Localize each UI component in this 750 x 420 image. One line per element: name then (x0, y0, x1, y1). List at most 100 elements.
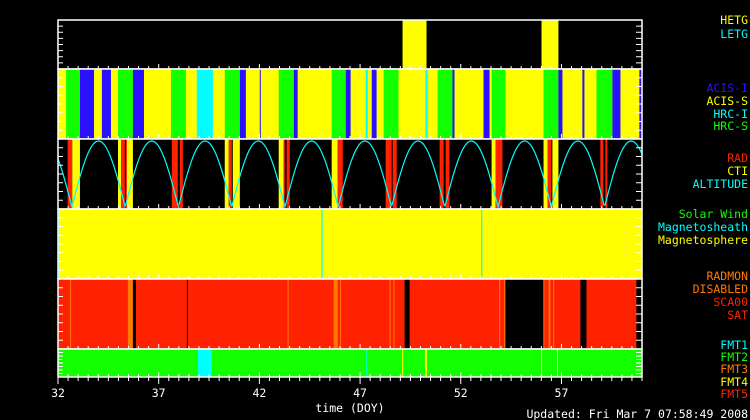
radmon-segment (333, 279, 338, 349)
legend-acis-i: ACIS-I (706, 81, 748, 95)
radmon-segment (340, 279, 342, 349)
x-tick-label: 42 (252, 386, 266, 400)
instrument-segment (612, 69, 621, 139)
instrument-segment (118, 69, 133, 139)
radiation-segment (118, 139, 122, 209)
radiation-segment (600, 139, 604, 209)
radiation-segment (179, 139, 183, 209)
instrument-segment (79, 69, 95, 139)
instrument-segment (331, 69, 346, 139)
band-radiation (57, 138, 643, 210)
instrument-segment (345, 69, 351, 139)
radiation-segment (552, 139, 559, 209)
legend-letg: LETG (720, 27, 748, 41)
radiation-segment (286, 139, 290, 209)
instrument-segment (365, 69, 368, 139)
radmon-segment (505, 279, 544, 349)
radmon-segment (580, 279, 587, 349)
legend-magnetosphere: Magnetosphere (658, 233, 748, 247)
band-grating (57, 19, 643, 70)
instrument-segment (239, 69, 246, 139)
legend-sca00: SCA00 (713, 295, 748, 309)
radmon-segment (70, 279, 72, 349)
legend-cti: CTI (727, 164, 748, 178)
grating-segment (541, 20, 559, 69)
format-segment (541, 349, 543, 377)
format-background (58, 349, 642, 377)
solar-background (58, 209, 642, 279)
radiation-segment (121, 139, 125, 209)
radmon-segment (548, 279, 551, 349)
instrument-segment (132, 69, 144, 139)
legend-rad: RAD (727, 151, 748, 165)
instrument-segment (383, 69, 399, 139)
radmon-segment (127, 279, 133, 349)
instrument-segment (452, 69, 455, 139)
updated-timestamp: Updated: Fri Mar 7 07:58:49 2008 (526, 407, 748, 420)
instrument-segment (66, 69, 80, 139)
instrument-segment (371, 69, 377, 139)
radmon-segment (393, 279, 395, 349)
legend-fmt2: FMT2 (720, 350, 748, 364)
legend-radmon: RADMON (706, 269, 748, 283)
instrument-segment (196, 69, 213, 139)
x-axis-label: time (DOY) (315, 401, 384, 415)
radiation-segment (337, 139, 343, 209)
legend-disabled: DISABLED (693, 282, 748, 296)
legend-acis-s: ACIS-S (706, 94, 748, 108)
radiation-segment (72, 139, 80, 209)
radmon-segment (132, 279, 136, 349)
solar-segment (481, 209, 483, 279)
legend-fmt5: FMT5 (720, 387, 748, 401)
radiation-segment (232, 139, 240, 209)
x-tick-label: 37 (152, 386, 166, 400)
radiation-segment (605, 139, 608, 209)
radiation-segment (439, 139, 444, 209)
radmon-segment (553, 279, 555, 349)
radiation-segment (491, 139, 496, 209)
radmon-segment (499, 279, 501, 349)
legend-sat: SAT (727, 308, 748, 322)
format-segment (197, 349, 212, 377)
format-segment (402, 349, 404, 377)
x-tick-label: 57 (555, 386, 569, 400)
radiation-segment (278, 139, 284, 209)
radmon-segment (287, 279, 289, 349)
legend-hrc-i: HRC-I (713, 107, 748, 121)
instrument-segment (224, 69, 240, 139)
instrument-segment (558, 69, 563, 139)
format-segment (557, 349, 559, 377)
radmon-background (58, 279, 642, 349)
instrument-segment (437, 69, 453, 139)
instrument-segment (543, 69, 559, 139)
instrument-segment (278, 69, 294, 139)
radmon-segment (389, 279, 391, 349)
band-instrument (57, 68, 643, 140)
solar-segment (321, 209, 323, 279)
radiation-segment (228, 139, 232, 209)
altitude-curve (57, 140, 643, 210)
x-tick-label: 47 (353, 386, 367, 400)
radiation-segment (125, 139, 127, 209)
radiation-segment (331, 139, 338, 209)
grating-segment (402, 20, 427, 69)
instrument-segment (483, 69, 490, 139)
radiation-segment (67, 139, 73, 209)
radmon-segment (543, 279, 545, 349)
radiation-segment (126, 139, 133, 209)
legend-magnetosheath: Magnetosheath (658, 220, 748, 234)
instrument-segment (596, 69, 613, 139)
format-segment (424, 349, 427, 377)
radiation-segment (543, 139, 548, 209)
radiation-segment (283, 139, 285, 209)
band-solar (57, 208, 643, 280)
instrument-segment (259, 69, 261, 139)
instrument-segment (491, 69, 506, 139)
radmon-segment (186, 279, 188, 349)
legend-altitude: ALTITUDE (693, 177, 748, 191)
radiation-segment (547, 139, 552, 209)
radiation-segment (392, 139, 397, 209)
instrument-segment (293, 69, 298, 139)
radmon-segment (504, 279, 506, 349)
